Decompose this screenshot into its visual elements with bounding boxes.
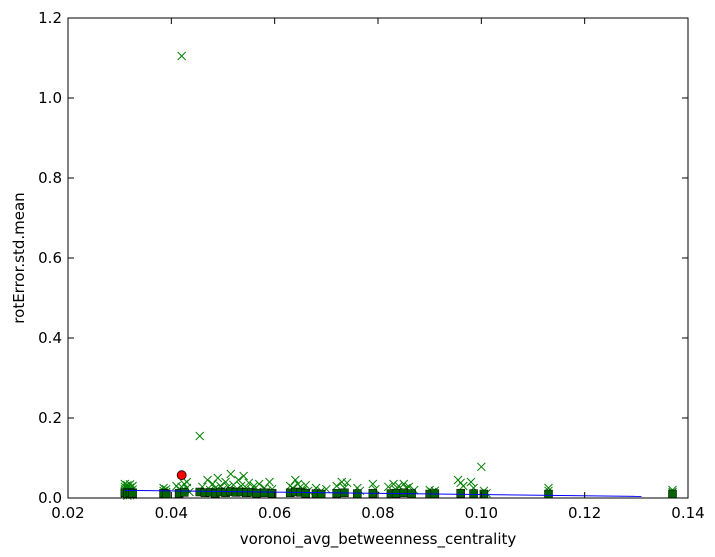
square-marker-3 <box>128 488 137 498</box>
x-tick-label-0: 0.02 <box>51 504 84 522</box>
y-axis-label: rotError.std.mean <box>10 192 28 323</box>
square-marker-7 <box>180 488 189 497</box>
x-marker-72 <box>332 481 342 491</box>
x-marker-93 <box>458 481 468 491</box>
square-marker-41 <box>544 489 553 499</box>
x-tick-label-1: 0.04 <box>155 504 188 522</box>
x-marker-36 <box>203 475 212 485</box>
square-marker-34 <box>399 488 409 498</box>
x-tick-label-2: 0.06 <box>258 504 291 522</box>
square-marker-21 <box>267 488 277 498</box>
x-tick-label-3: 0.08 <box>361 504 394 522</box>
x-marker-75 <box>342 478 352 488</box>
square-marker-39 <box>469 489 478 498</box>
x-axis: 0.02 0.04 0.06 0.08 0.10 0.12 0.14 <box>51 18 705 522</box>
square-marker-19 <box>252 488 261 498</box>
x-tick-label-6: 0.14 <box>671 504 704 522</box>
x-marker-63 <box>290 475 300 485</box>
x-marker-52 <box>244 478 254 488</box>
x-marker-81 <box>389 479 398 489</box>
x-axis-label: voronoi_avg_betweenness_centrality <box>240 530 517 549</box>
x-tick-label-4: 0.10 <box>465 504 498 522</box>
x-marker-67 <box>301 480 311 490</box>
x-marker-56 <box>254 479 264 489</box>
y-tick-label-6: 1.2 <box>38 9 62 27</box>
y-tick-label-3: 0.6 <box>38 249 62 267</box>
x-marker-2 <box>476 462 486 472</box>
square-marker-38 <box>456 488 465 498</box>
x-marker-59 <box>265 477 274 487</box>
y-tick-label-2: 0.4 <box>38 329 62 347</box>
y-tick-label-0: 0.0 <box>38 489 62 507</box>
y-tick-label-1: 0.2 <box>38 409 62 427</box>
x-tick-label-5: 0.12 <box>568 504 601 522</box>
square-marker-27 <box>316 489 326 499</box>
y-axis: 0.0 0.2 0.4 0.6 0.8 1.0 1.2 <box>38 9 688 507</box>
x-marker-43 <box>221 477 230 487</box>
x-marker-1 <box>195 431 205 441</box>
x-marker-78 <box>368 479 378 489</box>
x-marker-0 <box>177 51 187 61</box>
x-marker-45 <box>226 469 236 479</box>
trend-line <box>124 489 642 497</box>
y-tick-label-4: 0.8 <box>38 169 62 187</box>
square-marker-20 <box>260 488 269 498</box>
square-marker-25 <box>301 488 310 498</box>
x-marker-50 <box>239 471 249 481</box>
x-marker-84 <box>399 479 409 489</box>
data-layer <box>120 51 677 500</box>
square-marker-42 <box>668 489 677 499</box>
x-marker-48 <box>234 475 243 485</box>
y-tick-label-5: 1.0 <box>38 89 62 107</box>
x-marker-38 <box>208 479 218 489</box>
x-marker-94 <box>466 477 476 487</box>
circle-marker-0 <box>176 470 187 481</box>
x-marker-40 <box>213 473 223 483</box>
